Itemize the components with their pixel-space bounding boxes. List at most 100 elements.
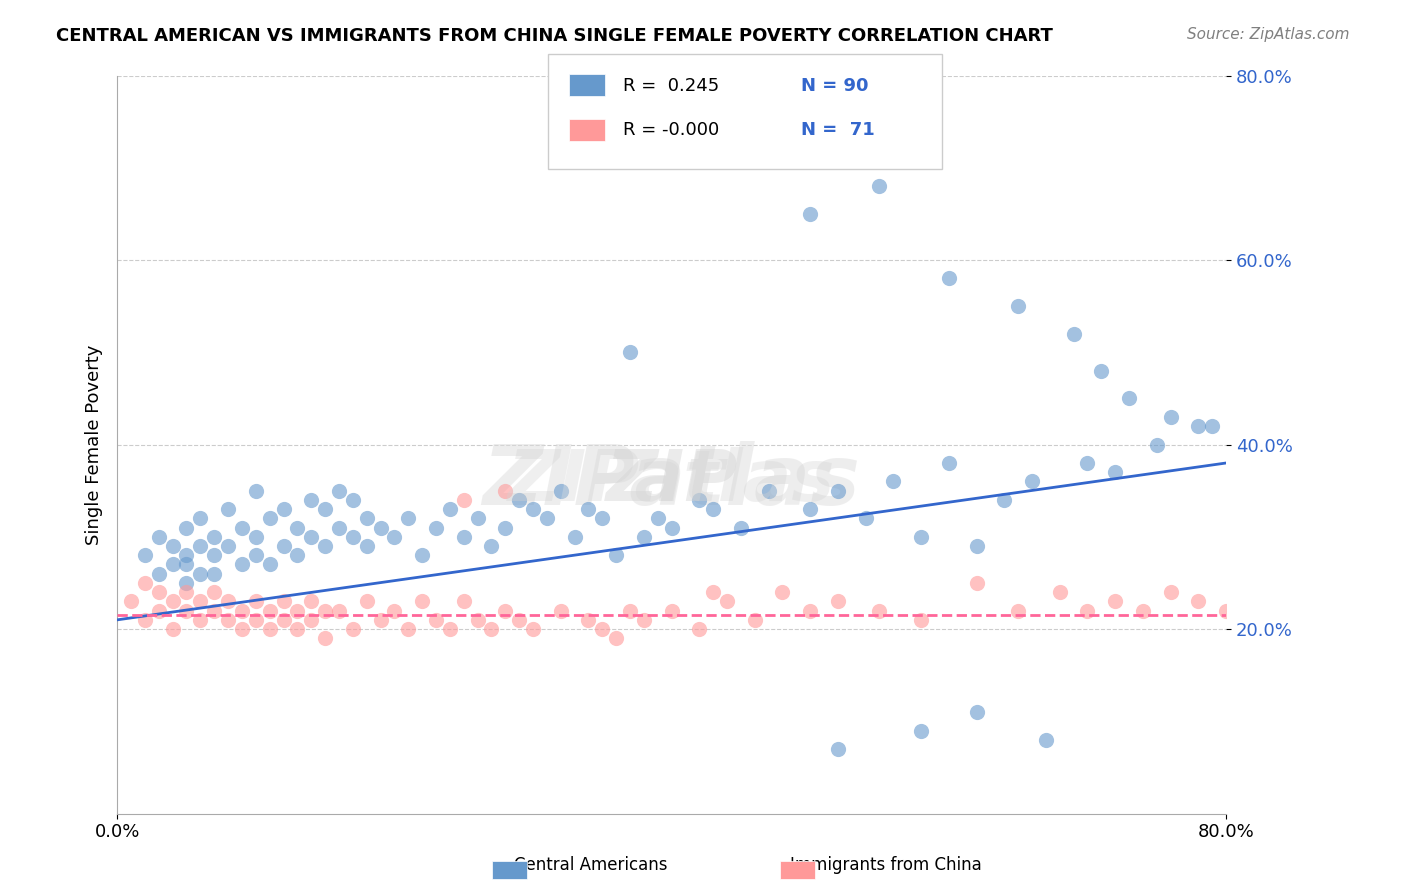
Point (259, 511, 281, 525)
Text: Immigrants from China: Immigrants from China (790, 856, 981, 874)
Point (1160, 409, 1182, 424)
Point (285, 622, 308, 636)
Point (869, 179, 891, 194)
Point (688, 492, 710, 507)
Point (453, 530, 475, 544)
Point (799, 207, 821, 221)
Point (827, 742, 849, 756)
Text: Central Americans: Central Americans (513, 856, 668, 874)
Text: R =  0.245: R = 0.245 (623, 77, 718, 95)
Point (1076, 456, 1098, 470)
Point (285, 520, 308, 534)
Point (202, 585, 225, 599)
Point (411, 549, 433, 563)
Point (1132, 604, 1154, 618)
Point (1007, 299, 1029, 313)
Point (536, 511, 558, 525)
Point (176, 585, 198, 599)
Point (494, 483, 516, 498)
Point (1063, 326, 1085, 341)
Point (202, 566, 225, 581)
Point (370, 520, 392, 534)
Point (299, 492, 322, 507)
Point (245, 483, 267, 498)
Text: ZIPatlas: ZIPatlas (508, 447, 835, 516)
Point (176, 549, 198, 563)
Point (1187, 594, 1209, 608)
Point (342, 622, 364, 636)
Point (1035, 732, 1057, 747)
Point (993, 492, 1015, 507)
Point (522, 622, 544, 636)
Point (188, 511, 211, 525)
Point (188, 613, 211, 627)
Point (702, 502, 724, 516)
Point (202, 604, 225, 618)
Point (966, 539, 988, 553)
Text: CENTRAL AMERICAN VS IMMIGRANTS FROM CHINA SINGLE FEMALE POVERTY CORRELATION CHAR: CENTRAL AMERICAN VS IMMIGRANTS FROM CHIN… (56, 27, 1053, 45)
Text: N =  71: N = 71 (801, 121, 875, 139)
Point (730, 520, 752, 534)
Point (605, 549, 627, 563)
Point (162, 594, 184, 608)
Point (148, 604, 170, 618)
Point (188, 539, 211, 553)
Point (938, 271, 960, 285)
Point (425, 520, 447, 534)
Point (342, 492, 364, 507)
Point (188, 566, 211, 581)
Point (176, 576, 198, 591)
Point (439, 502, 461, 516)
Point (356, 539, 378, 553)
Point (328, 604, 350, 618)
Point (342, 530, 364, 544)
Point (285, 549, 308, 563)
Point (217, 613, 239, 627)
Point (217, 539, 239, 553)
Point (273, 502, 295, 516)
Point (578, 502, 600, 516)
Point (578, 613, 600, 627)
Point (259, 558, 281, 572)
Text: Source: ZipAtlas.com: Source: ZipAtlas.com (1187, 27, 1350, 42)
Point (202, 549, 225, 563)
Point (772, 585, 794, 599)
Point (827, 483, 849, 498)
Point (1187, 419, 1209, 434)
Point (162, 622, 184, 636)
Point (425, 613, 447, 627)
Point (508, 613, 530, 627)
Point (1104, 594, 1126, 608)
Point (647, 511, 669, 525)
Point (299, 530, 322, 544)
Point (134, 613, 156, 627)
Point (314, 604, 336, 618)
Point (148, 585, 170, 599)
Point (384, 604, 406, 618)
Point (1160, 585, 1182, 599)
Point (384, 530, 406, 544)
Point (273, 539, 295, 553)
Point (217, 594, 239, 608)
Point (134, 576, 156, 591)
Y-axis label: Single Female Poverty: Single Female Poverty (86, 344, 103, 545)
Point (508, 492, 530, 507)
Point (481, 622, 503, 636)
Point (259, 604, 281, 618)
Point (1118, 392, 1140, 406)
Point (356, 511, 378, 525)
Point (1090, 364, 1112, 378)
Point (494, 604, 516, 618)
Point (1021, 475, 1043, 489)
Point (702, 585, 724, 599)
Point (966, 705, 988, 719)
Point (299, 594, 322, 608)
Point (148, 566, 170, 581)
Point (1215, 604, 1237, 618)
Point (217, 502, 239, 516)
Point (494, 520, 516, 534)
Point (285, 604, 308, 618)
Point (633, 530, 655, 544)
Point (716, 594, 738, 608)
Point (453, 492, 475, 507)
